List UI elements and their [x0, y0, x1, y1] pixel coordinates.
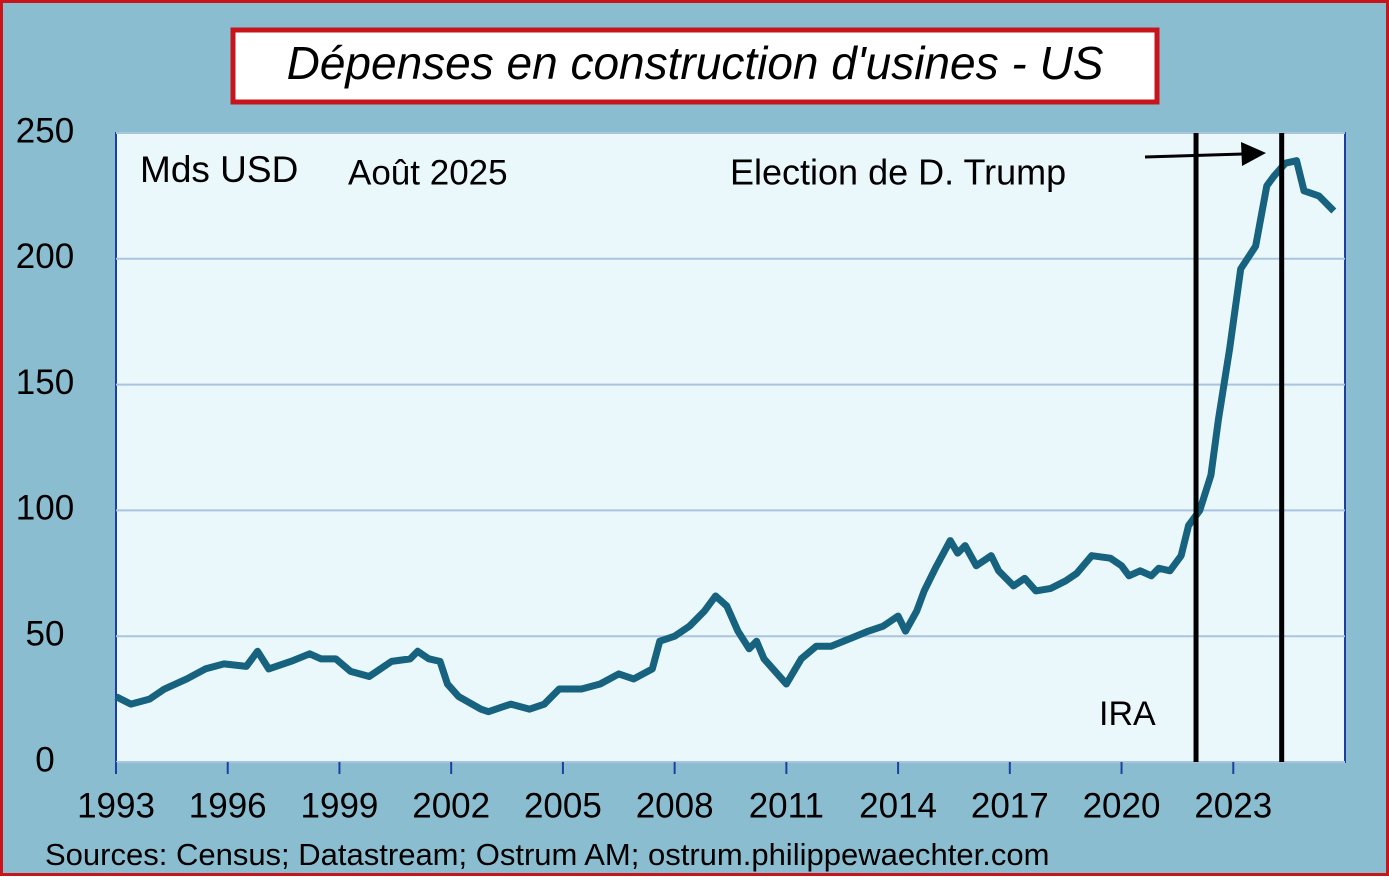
x-tick-label: 2005: [524, 786, 602, 825]
y-tick-label: 150: [16, 363, 74, 402]
annotation: Election de D. Trump: [730, 152, 1066, 193]
x-tick-label: 2020: [1083, 786, 1161, 825]
series-line: [114, 157, 1337, 716]
arrow-head: [1241, 142, 1266, 166]
y-tick-label: 100: [16, 489, 74, 528]
x-tick-label: 2014: [859, 786, 937, 825]
date-label: Août 2025: [348, 153, 508, 192]
y-tick-label: 0: [35, 740, 54, 779]
y-tick-label: 200: [16, 237, 74, 276]
chart-title: Dépenses en construction d'usines - US: [287, 37, 1104, 89]
x-tick-label: 2023: [1194, 786, 1272, 825]
x-tick-label: 1993: [77, 786, 155, 825]
x-tick-label: 2011: [749, 786, 824, 825]
plot-area: [115, 132, 1346, 763]
annotation: IRA: [1099, 695, 1156, 733]
title-box: [230, 27, 1160, 105]
arrow: [1144, 152, 1244, 159]
y-tick-label: 50: [26, 614, 65, 653]
x-tick-label: 2002: [412, 786, 490, 825]
x-tick-label: 1996: [189, 786, 267, 825]
source: Sources: Census; Datastream; Ostrum AM; …: [45, 837, 1049, 872]
y-tick-label: 250: [16, 111, 74, 150]
unit-label: Mds USD: [140, 149, 298, 190]
x-tick-label: 2017: [971, 786, 1049, 825]
x-tick-label: 2008: [636, 786, 714, 825]
x-tick-label: 1999: [301, 786, 379, 825]
